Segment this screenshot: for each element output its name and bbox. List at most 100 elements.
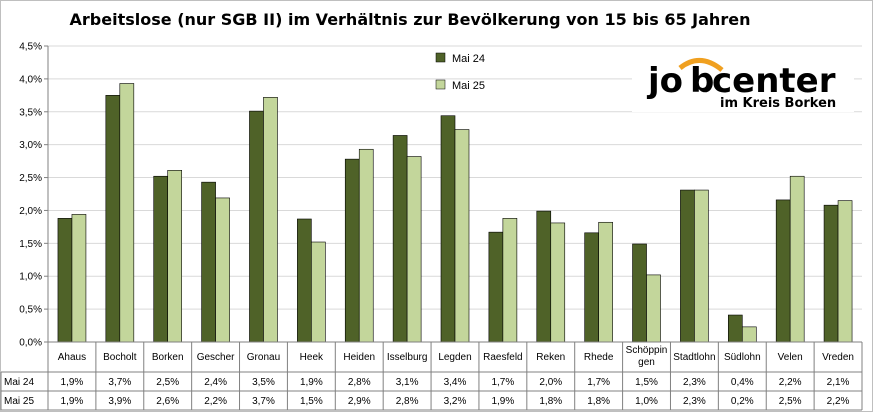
data-label: 2,8% (348, 377, 371, 388)
bar-mai-25 (311, 241, 326, 343)
category-label: Vreden (822, 352, 854, 363)
bar-mai-24 (584, 232, 599, 343)
bar-mai-24 (440, 115, 456, 343)
logo-swoosh (678, 58, 724, 72)
bar-mai-24 (297, 218, 312, 343)
bar-mai-25 (454, 129, 470, 343)
category-label: Bocholt (103, 352, 137, 363)
data-label: 3,1% (396, 377, 419, 388)
bar-mai-24 (775, 199, 791, 343)
category-label: Schöppin (626, 345, 668, 356)
data-label: 1,8% (539, 396, 562, 407)
data-label: 3,7% (252, 396, 275, 407)
data-label: 3,2% (444, 396, 467, 407)
bar-mai-24 (201, 181, 216, 343)
category-label: Heiden (343, 352, 375, 363)
data-label: 0,2% (731, 396, 754, 407)
y-tick-label: 4,5% (19, 42, 42, 53)
data-label: 2,5% (779, 396, 802, 407)
category-label: Stadtlohn (673, 352, 715, 363)
data-label: 2,5% (156, 377, 179, 388)
bar-mai-25 (789, 175, 805, 343)
category-label: Legden (438, 352, 471, 363)
data-label: 2,6% (156, 396, 179, 407)
data-label: 1,5% (300, 396, 323, 407)
data-label: 2,3% (683, 396, 706, 407)
data-label: 1,8% (587, 396, 610, 407)
y-tick-label: 1,0% (19, 272, 42, 283)
bar-mai-25 (598, 221, 613, 343)
y-tick-label: 2,5% (19, 173, 42, 184)
bar-mai-25 (358, 148, 374, 343)
category-label: Rhede (584, 352, 614, 363)
category-label: Gronau (247, 352, 280, 363)
bar-mai-25 (837, 200, 853, 343)
legend-swatch-mai-25 (435, 79, 446, 90)
data-label: 1,9% (491, 396, 514, 407)
table-row-header: Mai 24 (4, 377, 34, 388)
bar-mai-24 (344, 158, 360, 343)
data-label: 2,3% (683, 377, 706, 388)
jobcenter-logo: jo b center im Kreis Borken (632, 52, 854, 112)
table-row-header: Mai 25 (4, 396, 34, 407)
legend-label-mai-24: Mai 24 (452, 53, 485, 65)
bar-mai-24 (632, 243, 647, 343)
data-label: 1,9% (300, 377, 323, 388)
data-label: 0,4% (731, 377, 754, 388)
data-label: 3,5% (252, 377, 275, 388)
logo-background (632, 52, 854, 112)
legend-swatch-mai-24 (435, 52, 446, 63)
y-tick-label: 4,0% (19, 74, 42, 85)
data-label: 2,4% (204, 377, 227, 388)
data-label: 1,0% (635, 396, 658, 407)
category-label: Raesfeld (483, 352, 522, 363)
bar-mai-25 (119, 83, 135, 343)
data-label: 3,9% (108, 396, 131, 407)
data-label: 2,9% (348, 396, 371, 407)
bar-mai-25 (406, 156, 422, 343)
category-label: Ahaus (58, 352, 86, 363)
data-label: 1,9% (61, 396, 84, 407)
category-label: Reken (536, 352, 565, 363)
data-label: 2,8% (396, 396, 419, 407)
y-axis: 0,0% 0,5% 1,0% 1,5% 2,0% 2,5% 3,0% 3,5% 4,0% 4,5% (19, 42, 49, 349)
logo-text-jo: jo (646, 61, 683, 101)
bar-mai-25 (502, 218, 518, 343)
logo-subtitle: im Kreis Borken (720, 96, 836, 111)
data-label: 1,7% (491, 377, 514, 388)
data-label: 1,5% (635, 377, 658, 388)
bar-mai-24 (823, 204, 839, 343)
category-label: gen (638, 357, 655, 368)
chart-title: Arbeitslose (nur SGB II) im Verhältnis z… (70, 10, 751, 29)
category-label: Velen (778, 352, 803, 363)
category-label: Südlohn (724, 352, 761, 363)
bar-mai-24 (249, 110, 264, 343)
y-tick-label: 3,5% (19, 107, 42, 118)
category-label: Heek (300, 352, 324, 363)
logo-text-b: b (690, 61, 714, 101)
data-label: 2,2% (779, 377, 802, 388)
legend-label-mai-25: Mai 25 (452, 80, 485, 92)
data-label: 3,7% (108, 377, 131, 388)
bar-mai-24 (536, 210, 552, 343)
category-label: Gescher (197, 352, 235, 363)
y-tick-label: 1,5% (19, 239, 42, 250)
bar-mai-25 (550, 222, 566, 343)
bar-mai-24 (680, 189, 695, 343)
data-label: 1,9% (61, 377, 84, 388)
data-table: Ahaus Bocholt Borken Gescher Gronau Heek Heide… (0, 341, 863, 411)
category-label: Isselburg (387, 352, 428, 363)
bars (57, 83, 853, 343)
y-tick-label: 0,5% (19, 305, 42, 316)
bar-mai-24 (153, 175, 169, 343)
bar-mai-24 (727, 314, 743, 343)
y-tick-label: 0,0% (19, 338, 42, 349)
bar-mai-25 (263, 97, 278, 343)
category-label: Borken (152, 352, 184, 363)
data-label: 3,4% (444, 377, 467, 388)
legend: Mai 24 Mai 25 (435, 52, 485, 92)
data-label: 2,2% (827, 396, 850, 407)
bar-mai-25 (741, 326, 757, 343)
bar-mai-25 (694, 189, 709, 343)
